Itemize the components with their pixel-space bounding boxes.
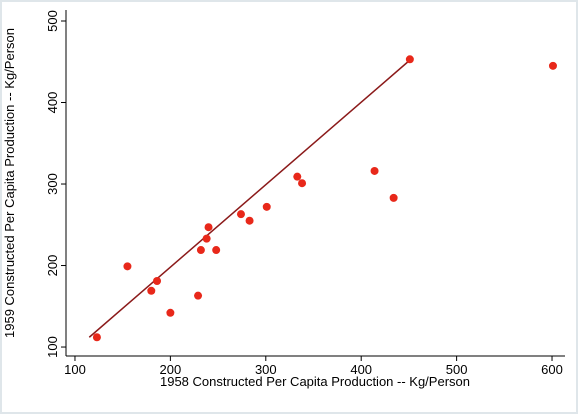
point [245, 216, 254, 225]
y-tick-label: 500 [45, 10, 60, 32]
fit-line [88, 59, 411, 338]
point [262, 202, 271, 211]
x-tick-label: 200 [160, 362, 182, 377]
y-tick-label: 200 [45, 255, 60, 277]
x-tick-label: 100 [64, 362, 86, 377]
y-axis-label: 1959 Constructed Per Capita Production -… [2, 28, 17, 338]
point [298, 179, 307, 188]
point [153, 277, 162, 286]
x-tick-label: 300 [255, 362, 277, 377]
point [166, 308, 175, 317]
x-tick-label: 600 [541, 362, 563, 377]
point [123, 262, 132, 271]
point [92, 333, 101, 342]
point [405, 55, 414, 64]
point [548, 61, 557, 70]
point [202, 234, 211, 243]
point [389, 193, 398, 202]
point [147, 286, 156, 295]
point [204, 223, 213, 232]
point [236, 210, 245, 219]
point [194, 291, 203, 300]
x-axis-label: 1958 Constructed Per Capita Production -… [160, 374, 470, 389]
y-tick-label: 300 [45, 173, 60, 195]
point [196, 246, 205, 255]
point [370, 166, 379, 175]
x-tick-label: 400 [350, 362, 372, 377]
point [212, 246, 221, 255]
point [293, 172, 302, 181]
x-tick-label: 500 [446, 362, 468, 377]
y-tick-label: 400 [45, 92, 60, 114]
y-tick-label: 100 [45, 336, 60, 358]
